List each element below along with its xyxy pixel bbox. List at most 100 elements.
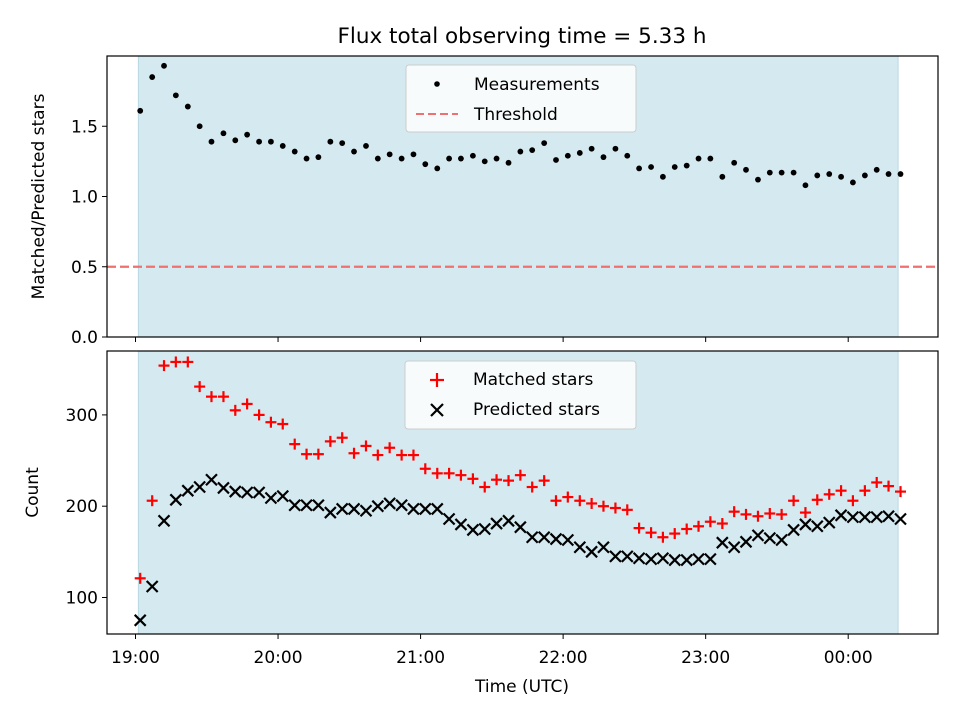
measurement-point xyxy=(588,145,595,152)
predicted-star-point xyxy=(549,532,563,546)
matched-star-point xyxy=(669,528,681,540)
x-tick-label: 20:00 xyxy=(254,648,303,668)
predicted-star-point xyxy=(834,509,848,522)
measurement-point xyxy=(208,138,215,145)
measurement-point xyxy=(885,171,892,177)
matched-star-point xyxy=(289,438,301,450)
predicted-star-point xyxy=(442,512,456,526)
measurement-point xyxy=(636,165,642,172)
y-tick-label: 200 xyxy=(66,497,98,517)
predicted-star-point xyxy=(276,489,290,503)
matched-star-point xyxy=(217,391,229,403)
count-panel: 100 200 300 19:00 20:00 21:00 22:00 23:00 00:00… xyxy=(23,350,939,697)
measurement-point xyxy=(220,130,227,137)
matched-star-point xyxy=(645,527,657,539)
measurement-point xyxy=(149,74,156,80)
measurement-point xyxy=(600,154,607,161)
matched-star-point xyxy=(407,449,419,461)
predicted-star-point xyxy=(799,518,812,531)
y-tick-label: 0.0 xyxy=(71,328,98,348)
legend-measurements-label: Measurements xyxy=(474,75,600,95)
measurement-point xyxy=(861,172,868,179)
predicted-star-point xyxy=(787,523,800,537)
measurement-point xyxy=(256,138,262,145)
predicted-star-point xyxy=(751,529,765,542)
measurement-point xyxy=(671,164,678,170)
matched-star-point xyxy=(693,520,705,532)
measurement-point xyxy=(731,159,738,166)
predicted-star-point xyxy=(632,551,646,565)
matched-star-point xyxy=(895,486,907,498)
measurement-point xyxy=(137,107,144,114)
measurement-point xyxy=(410,151,417,158)
predicted-star-point xyxy=(680,553,693,567)
legend-threshold-label: Threshold xyxy=(473,105,558,125)
predicted-star-point xyxy=(359,504,373,518)
predicted-star-point xyxy=(395,499,408,512)
measurement-point xyxy=(802,182,809,189)
predicted-star-point xyxy=(894,512,907,526)
matched-star-point xyxy=(799,507,811,519)
measurement-point xyxy=(529,147,536,154)
predicted-star-point xyxy=(822,516,836,529)
predicted-star-point xyxy=(312,499,325,512)
measurement-point xyxy=(232,137,239,144)
measurement-point xyxy=(517,148,524,155)
measurement-point xyxy=(624,152,631,159)
measurement-point xyxy=(493,155,500,162)
matched-star-point xyxy=(229,404,241,416)
predicted-star-point xyxy=(205,473,218,486)
predicted-star-point xyxy=(240,486,254,499)
measurement-point xyxy=(873,166,880,173)
matched-star-point xyxy=(146,495,158,507)
measurement-point xyxy=(481,158,488,165)
predicted-star-point xyxy=(454,518,468,531)
matched-star-point xyxy=(455,469,467,481)
measurement-point xyxy=(838,173,844,180)
matched-star-point xyxy=(657,531,669,543)
legend-measurements-marker xyxy=(434,81,440,87)
predicted-star-point xyxy=(775,533,788,547)
count-x-ticks: 19:00 20:00 21:00 22:00 23:00 00:00 xyxy=(111,634,873,668)
count-y-axis-label: Count xyxy=(23,467,43,518)
measurement-point xyxy=(505,159,512,166)
matched-star-point xyxy=(859,485,871,497)
measurement-point xyxy=(707,155,714,162)
matched-star-point xyxy=(431,467,443,479)
matched-star-point xyxy=(550,495,562,507)
ratio-legend: Measurements Threshold xyxy=(405,64,637,133)
matched-star-point xyxy=(776,508,788,520)
matched-star-point xyxy=(728,506,740,518)
count-y-ticks: 100 200 300 xyxy=(66,406,107,608)
matched-star-point xyxy=(158,360,170,372)
matched-star-point xyxy=(823,488,835,500)
measurement-point xyxy=(897,171,904,177)
count-legend-box xyxy=(404,360,637,430)
ratio-y-ticks: 0.0 0.5 1.0 1.5 xyxy=(71,117,107,348)
predicted-star-point xyxy=(644,552,658,566)
count-plot-frame xyxy=(106,350,939,635)
matched-star-point xyxy=(360,440,372,452)
predicted-star-point xyxy=(585,545,598,559)
measurement-point xyxy=(398,155,405,162)
predicted-star-point xyxy=(656,551,670,565)
measurement-point xyxy=(196,123,203,130)
matched-star-point xyxy=(586,497,598,509)
matched-star-point xyxy=(704,516,716,528)
matched-star-point xyxy=(847,495,859,507)
matched-star-point xyxy=(491,474,503,486)
measurement-point xyxy=(541,140,548,147)
measurement-point xyxy=(446,155,452,162)
matched-star-point xyxy=(182,356,194,368)
matched-star-point xyxy=(621,504,633,516)
matched-star-point xyxy=(253,409,265,421)
predicted-star-point xyxy=(466,523,480,537)
matched-star-point xyxy=(740,508,752,520)
matched-star-point xyxy=(574,495,586,507)
predicted-star-point xyxy=(181,484,195,497)
predicted-star-point xyxy=(870,510,883,524)
matched-star-point xyxy=(467,473,479,485)
y-tick-label: 300 xyxy=(66,406,98,426)
matched-star-point xyxy=(396,449,408,461)
measurement-point xyxy=(374,155,381,162)
